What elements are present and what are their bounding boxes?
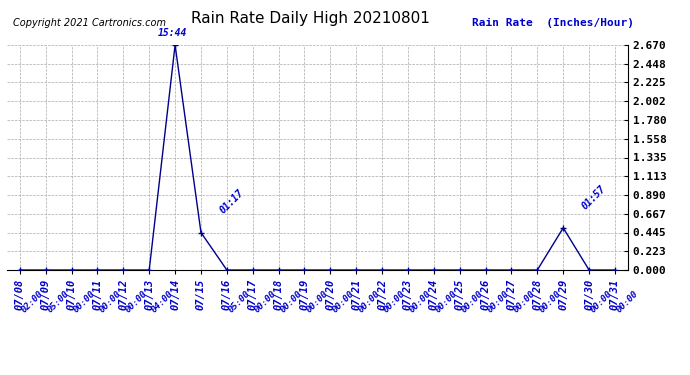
Text: 00:00: 00:00 (331, 290, 356, 315)
Text: 00:00: 00:00 (356, 290, 382, 315)
Text: 00:00: 00:00 (434, 290, 460, 315)
Text: Rain Rate  (Inches/Hour): Rain Rate (Inches/Hour) (472, 18, 634, 28)
Text: 00:00: 00:00 (589, 290, 615, 315)
Text: 01:57: 01:57 (580, 183, 608, 211)
Text: 00:00: 00:00 (72, 290, 97, 315)
Text: 04:00: 04:00 (149, 290, 175, 315)
Text: 00:00: 00:00 (382, 290, 408, 315)
Text: Copyright 2021 Cartronics.com: Copyright 2021 Cartronics.com (13, 18, 166, 28)
Text: 01:17: 01:17 (217, 188, 246, 216)
Text: 00:00: 00:00 (486, 290, 511, 315)
Text: 02:00: 02:00 (20, 290, 46, 315)
Text: 00:00: 00:00 (253, 290, 278, 315)
Text: 00:00: 00:00 (408, 290, 433, 315)
Text: 00:00: 00:00 (615, 290, 640, 315)
Text: 15:44: 15:44 (157, 28, 187, 38)
Text: 00:00: 00:00 (538, 290, 563, 315)
Text: 00:00: 00:00 (511, 290, 537, 315)
Text: 00:00: 00:00 (97, 290, 123, 315)
Text: Rain Rate Daily High 20210801: Rain Rate Daily High 20210801 (191, 11, 430, 26)
Text: 00:00: 00:00 (279, 290, 304, 315)
Text: 05:00: 05:00 (227, 290, 253, 315)
Text: 00:00: 00:00 (124, 290, 149, 315)
Text: 00:00: 00:00 (460, 290, 485, 315)
Text: 05:00: 05:00 (46, 290, 71, 315)
Text: 00:00: 00:00 (304, 290, 330, 315)
